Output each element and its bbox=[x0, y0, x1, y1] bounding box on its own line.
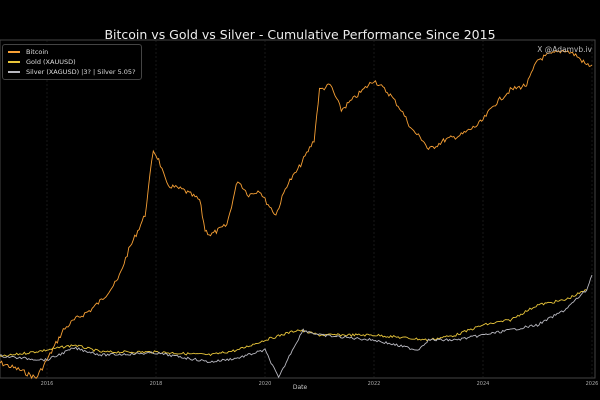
watermark: X @Adamvb.iv bbox=[537, 45, 592, 54]
x-axis-label: Date bbox=[292, 384, 308, 391]
legend: Bitcoin Gold (XAUUSD) Silver (XAGUSD) |3… bbox=[2, 44, 142, 80]
series-line-gold bbox=[0, 289, 587, 357]
series-line-bitcoin bbox=[0, 50, 593, 380]
x-tick-label: 2024 bbox=[477, 381, 490, 387]
x-tick-label: 2020 bbox=[259, 381, 272, 387]
x-tick-label: 2016 bbox=[41, 381, 54, 387]
legend-item-silver: Silver (XAGUSD) |3? | Silver 5.05? bbox=[8, 67, 136, 77]
legend-label: Silver (XAGUSD) |3? | Silver 5.05? bbox=[26, 68, 136, 76]
x-tick-label: 2022 bbox=[368, 381, 381, 387]
chart-title: Bitcoin vs Gold vs Silver - Cumulative P… bbox=[104, 27, 496, 42]
plot-frame bbox=[0, 39, 596, 379]
x-tick-label: 2026 bbox=[586, 381, 599, 387]
x-tick-label: 2018 bbox=[150, 381, 163, 387]
legend-item-gold: Gold (XAUUSD) bbox=[8, 57, 136, 67]
legend-swatch bbox=[8, 71, 20, 73]
legend-item-bitcoin: Bitcoin bbox=[8, 47, 136, 57]
legend-label: Bitcoin bbox=[26, 48, 49, 56]
legend-swatch bbox=[8, 51, 20, 53]
legend-label: Gold (XAUUSD) bbox=[26, 58, 76, 66]
series-line-silver bbox=[0, 274, 593, 379]
legend-swatch bbox=[8, 61, 20, 63]
